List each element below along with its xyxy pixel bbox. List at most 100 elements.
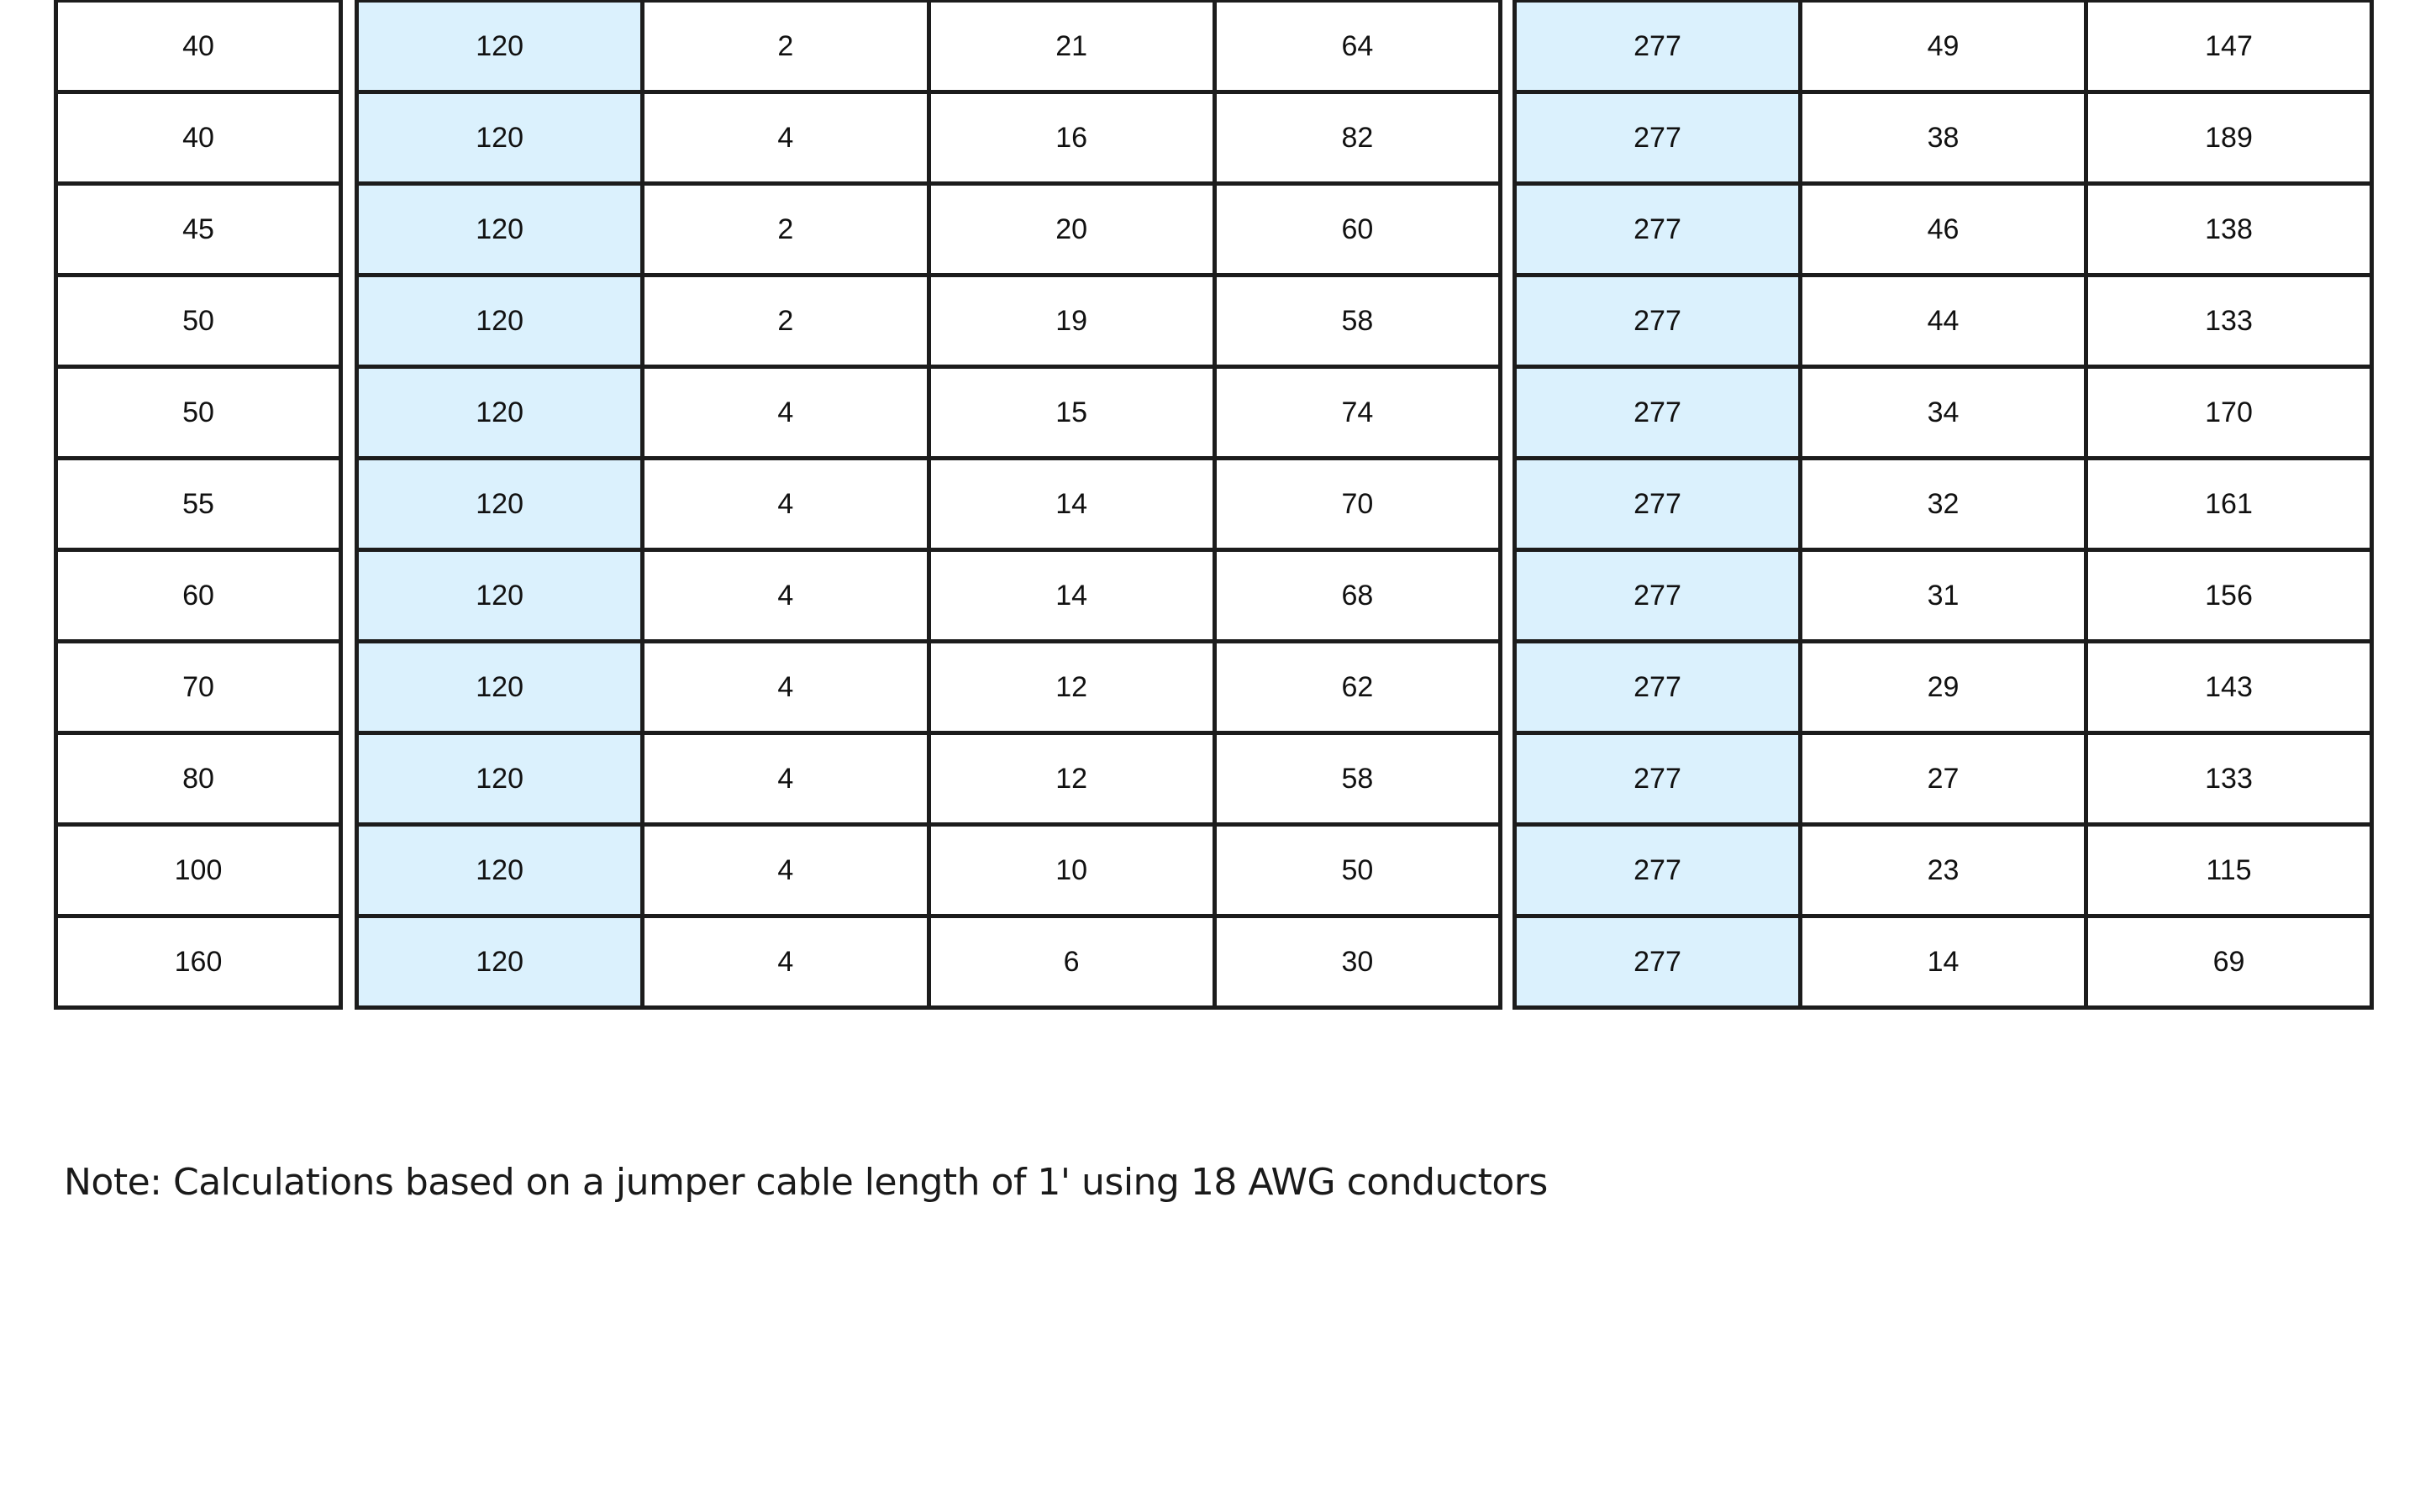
table-cell: 29 bbox=[1798, 639, 2088, 735]
table-cell: 38 bbox=[1798, 90, 2088, 186]
table-cell: 34 bbox=[1798, 365, 2088, 460]
table-row: 60 bbox=[54, 548, 343, 643]
table-cell: 115 bbox=[2084, 822, 2374, 918]
table-row: 120 2 20 60 bbox=[354, 181, 1503, 277]
table-cell: 2 bbox=[640, 0, 931, 94]
table-cell: 4 bbox=[640, 731, 931, 827]
table-group-277v: 277 49 147 277 38 189 277 46 138 277 44 133 277 34 170… bbox=[1512, 0, 2374, 1010]
table-row: 70 bbox=[54, 639, 343, 735]
table-cell: 277 bbox=[1512, 90, 1802, 186]
table-cell: 277 bbox=[1512, 181, 1802, 277]
table-cell: 138 bbox=[2084, 181, 2374, 277]
table-row: 120 4 12 58 bbox=[354, 731, 1503, 827]
table-cell: 120 bbox=[354, 90, 645, 186]
table-cell: 160 bbox=[54, 914, 343, 1010]
table-cell: 12 bbox=[926, 731, 1217, 827]
table-cell: 20 bbox=[926, 181, 1217, 277]
table-cell: 120 bbox=[354, 181, 645, 277]
table-row: 55 bbox=[54, 456, 343, 552]
table-row: 120 4 15 74 bbox=[354, 365, 1503, 460]
table-cell: 55 bbox=[54, 456, 343, 552]
table-cell: 74 bbox=[1212, 365, 1503, 460]
table-cell: 19 bbox=[926, 273, 1217, 369]
table-cell: 2 bbox=[640, 273, 931, 369]
table-cell: 277 bbox=[1512, 456, 1802, 552]
table-cell: 120 bbox=[354, 456, 645, 552]
table-row: 277 32 161 bbox=[1512, 456, 2374, 552]
table-cell: 277 bbox=[1512, 731, 1802, 827]
table-row: 50 bbox=[54, 273, 343, 369]
table-cell: 147 bbox=[2084, 0, 2374, 94]
table-cell: 14 bbox=[926, 548, 1217, 643]
table-row: 160 bbox=[54, 914, 343, 1010]
table-cell: 44 bbox=[1798, 273, 2088, 369]
table-row: 80 bbox=[54, 731, 343, 827]
table-row: 120 4 14 68 bbox=[354, 548, 1503, 643]
table-cell: 2 bbox=[640, 181, 931, 277]
table-cell: 49 bbox=[1798, 0, 2088, 94]
table-cell: 32 bbox=[1798, 456, 2088, 552]
table-row: 277 34 170 bbox=[1512, 365, 2374, 460]
table-cell: 68 bbox=[1212, 548, 1503, 643]
table-cell: 50 bbox=[54, 365, 343, 460]
table-cell: 58 bbox=[1212, 273, 1503, 369]
table-cell: 120 bbox=[354, 822, 645, 918]
table-row: 277 23 115 bbox=[1512, 822, 2374, 918]
table-cell: 60 bbox=[1212, 181, 1503, 277]
table-row: 120 4 16 82 bbox=[354, 90, 1503, 186]
table-cell: 143 bbox=[2084, 639, 2374, 735]
table-cell: 277 bbox=[1512, 548, 1802, 643]
table-cell: 23 bbox=[1798, 822, 2088, 918]
table-cell: 156 bbox=[2084, 548, 2374, 643]
table-cell: 4 bbox=[640, 548, 931, 643]
table-cell: 4 bbox=[640, 365, 931, 460]
table-row: 120 4 12 62 bbox=[354, 639, 1503, 735]
table-cell: 12 bbox=[926, 639, 1217, 735]
table-row: 120 4 6 30 bbox=[354, 914, 1503, 1010]
table-cell: 21 bbox=[926, 0, 1217, 94]
table-cell: 120 bbox=[354, 548, 645, 643]
table-row: 50 bbox=[54, 365, 343, 460]
table-cell: 45 bbox=[54, 181, 343, 277]
table-row: 120 4 10 50 bbox=[354, 822, 1503, 918]
table-cell: 277 bbox=[1512, 639, 1802, 735]
table-cell: 4 bbox=[640, 639, 931, 735]
table-cell: 14 bbox=[926, 456, 1217, 552]
table-cell: 50 bbox=[1212, 822, 1503, 918]
table-cell: 69 bbox=[2084, 914, 2374, 1010]
table-cell: 133 bbox=[2084, 273, 2374, 369]
table-row: 40 bbox=[54, 0, 343, 94]
table-row: 100 bbox=[54, 822, 343, 918]
table-row: 277 29 143 bbox=[1512, 639, 2374, 735]
table-cell: 4 bbox=[640, 456, 931, 552]
table-cell: 64 bbox=[1212, 0, 1503, 94]
table-cell: 4 bbox=[640, 822, 931, 918]
table-cell: 70 bbox=[54, 639, 343, 735]
table-cell: 277 bbox=[1512, 365, 1802, 460]
table-cell: 50 bbox=[54, 273, 343, 369]
table-cell: 277 bbox=[1512, 822, 1802, 918]
table-cell: 4 bbox=[640, 90, 931, 186]
table-group-120v: 120 2 21 64 120 4 16 82 120 2 20 60 120 2 19 58 120 4 15 74… bbox=[354, 0, 1503, 1010]
table-cell: 277 bbox=[1512, 273, 1802, 369]
table-cell: 14 bbox=[1798, 914, 2088, 1010]
footnote: Note: Calculations based on a jumper cab… bbox=[64, 1161, 1548, 1204]
table-cell: 277 bbox=[1512, 914, 1802, 1010]
table-cell: 46 bbox=[1798, 181, 2088, 277]
table-cell: 62 bbox=[1212, 639, 1503, 735]
table-cell: 58 bbox=[1212, 731, 1503, 827]
table-row: 277 27 133 bbox=[1512, 731, 2374, 827]
table-cell: 80 bbox=[54, 731, 343, 827]
table-cell: 120 bbox=[354, 273, 645, 369]
table-cell: 10 bbox=[926, 822, 1217, 918]
table-cell: 277 bbox=[1512, 0, 1802, 94]
table-row: 277 31 156 bbox=[1512, 548, 2374, 643]
table-row: 277 44 133 bbox=[1512, 273, 2374, 369]
table-cell: 120 bbox=[354, 914, 645, 1010]
table-cell: 31 bbox=[1798, 548, 2088, 643]
table-row: 120 2 19 58 bbox=[354, 273, 1503, 369]
table-cell: 16 bbox=[926, 90, 1217, 186]
table-row: 45 bbox=[54, 181, 343, 277]
table-cell: 189 bbox=[2084, 90, 2374, 186]
table-cell: 120 bbox=[354, 639, 645, 735]
